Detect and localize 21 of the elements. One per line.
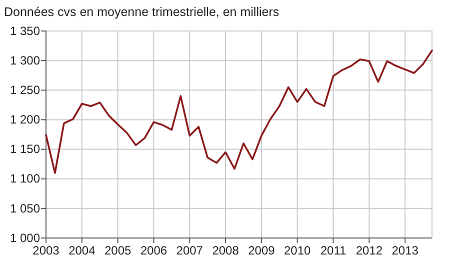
x-tick-label: 2004 <box>68 244 96 258</box>
y-tick-label: 1 100 <box>10 172 40 186</box>
x-tick-label: 2011 <box>320 244 346 258</box>
y-tick-label: 1 000 <box>10 230 40 245</box>
x-tick-label: 2012 <box>356 244 383 258</box>
chart-title: Données cvs en moyenne trimestrielle, en milliers <box>4 5 280 19</box>
y-tick-label: 1 300 <box>10 53 40 68</box>
y-tick-label: 1 050 <box>10 201 40 216</box>
y-tick-label: 1 250 <box>10 82 40 97</box>
x-tick-label: 2013 <box>392 244 419 258</box>
y-tick-label: 1 200 <box>10 112 40 127</box>
x-tick-label: 2003 <box>32 244 60 258</box>
x-tick-label: 2005 <box>104 244 132 258</box>
y-tick-label: 1 150 <box>10 142 40 156</box>
x-tick-label: 2007 <box>176 244 204 258</box>
x-tick-label: 2006 <box>140 244 168 258</box>
x-tick-label: 2008 <box>212 244 240 258</box>
line-series <box>45 50 433 174</box>
x-tick-label: 2010 <box>284 244 312 258</box>
x-tick-label: 2009 <box>248 244 276 258</box>
y-tick-label: 1 350 <box>10 24 40 38</box>
